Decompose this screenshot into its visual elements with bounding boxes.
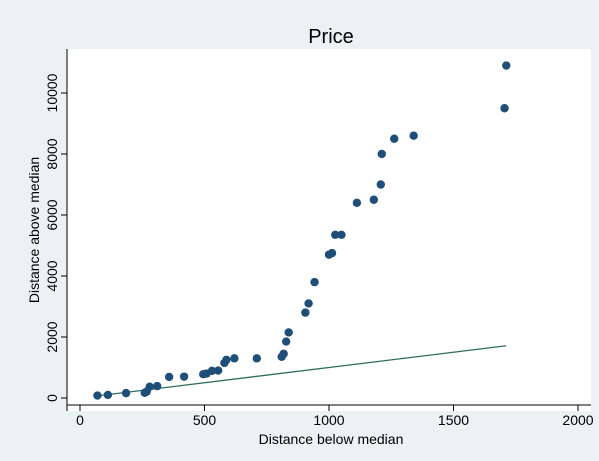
y-tick-label: 8000 (44, 138, 60, 169)
plot-area (67, 49, 591, 411)
scatter-point (390, 134, 399, 143)
y-tick-label: 4000 (44, 260, 60, 291)
axes: 0 500 1000 1500 2000 0 2000 4000 6000 8000 10000 (44, 49, 594, 428)
x-tick-label: 1500 (438, 412, 469, 428)
scatter-point (179, 372, 189, 381)
scatter-point (352, 198, 362, 207)
scatter-point (331, 230, 340, 240)
scatter-point (409, 131, 418, 140)
scatter-point (502, 61, 511, 70)
scatter-point (230, 354, 239, 363)
x-tick-label: 500 (193, 412, 217, 428)
scatter-point (301, 308, 310, 317)
y-tick-label: 10000 (44, 73, 60, 112)
scatter-point (93, 391, 102, 400)
scatter-point (310, 277, 319, 287)
scatter-point (103, 390, 113, 400)
scatter-point (213, 366, 223, 375)
scatter-point (121, 388, 131, 398)
reference-line (97, 345, 507, 397)
scatter-point (281, 337, 291, 346)
scatter-point (152, 381, 162, 391)
scatter-point (222, 355, 231, 365)
scatter-point (145, 382, 154, 391)
scatter-point (304, 299, 313, 308)
x-axis-title: Distance below median (259, 431, 404, 447)
scatter-point (337, 230, 346, 240)
scatter-point (164, 372, 174, 382)
scatter-point (500, 104, 509, 113)
x-tick-label: 0 (76, 412, 84, 428)
scatter-point (369, 195, 379, 204)
data-marks (93, 61, 511, 400)
scatter-point (376, 180, 385, 189)
y-tick-label: 6000 (44, 199, 60, 230)
scatter-point (252, 354, 261, 363)
y-axis-title: Distance above median (26, 157, 42, 303)
chart-title: Price (308, 26, 354, 48)
scatter-point (327, 248, 337, 258)
scatter-point (377, 149, 386, 159)
x-tick-label: 1000 (313, 412, 344, 428)
scatter-point (279, 349, 288, 358)
scatter-point (207, 366, 217, 376)
y-tick-label: 0 (44, 394, 60, 402)
x-tick-label: 2000 (562, 412, 593, 428)
y-tick-label: 2000 (44, 321, 60, 352)
scatter-point (284, 328, 293, 337)
